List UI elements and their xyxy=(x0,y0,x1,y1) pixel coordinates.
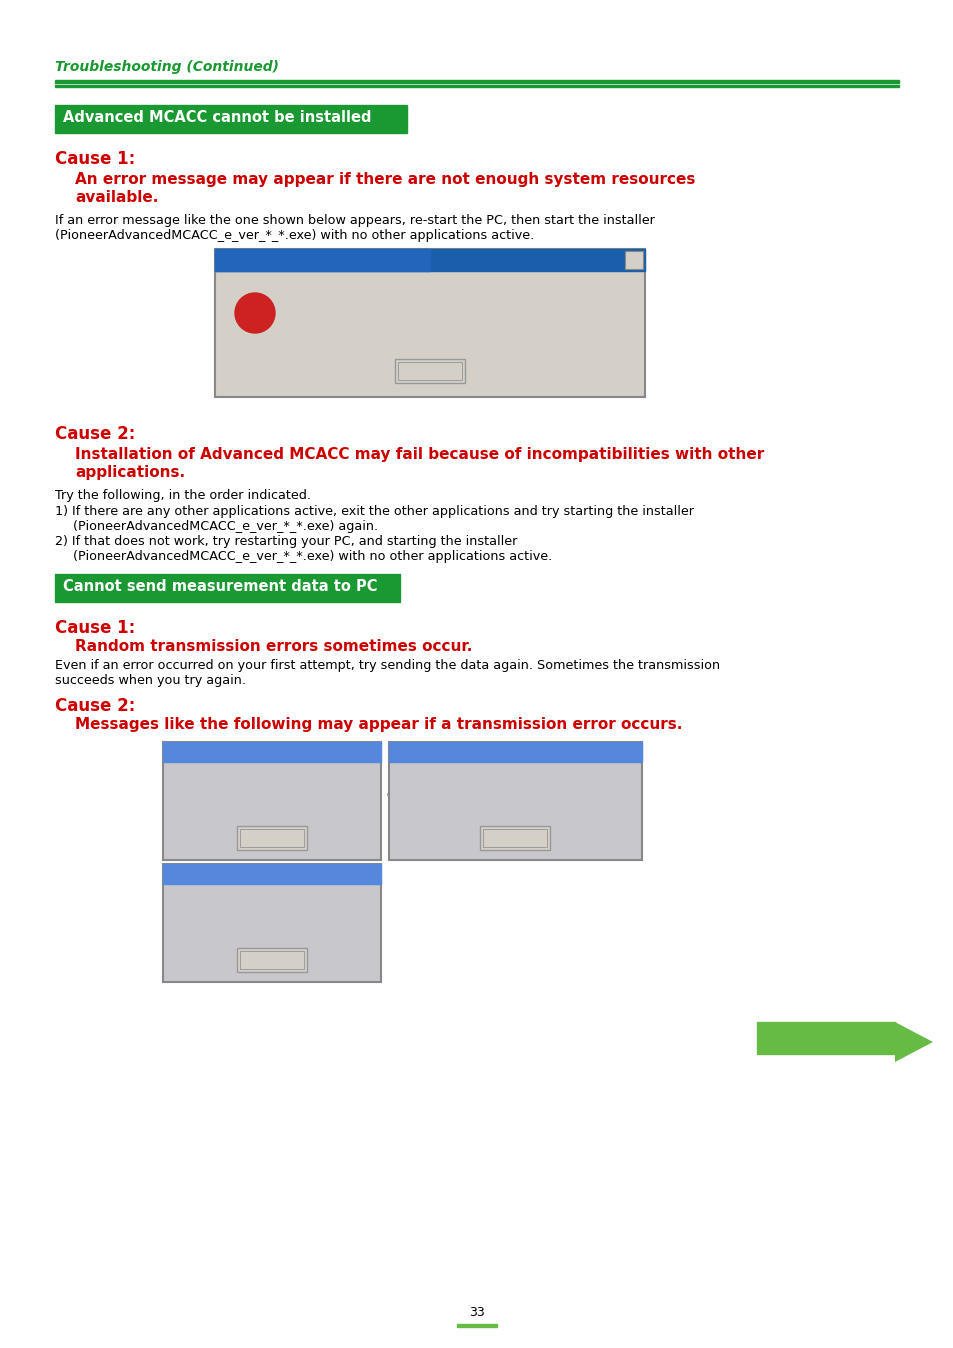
Text: succeeds when you try again.: succeeds when you try again. xyxy=(55,674,246,687)
Bar xyxy=(482,829,546,847)
Text: Send failed.: Send failed. xyxy=(236,911,307,925)
Text: Cannot send measurement data to PC: Cannot send measurement data to PC xyxy=(63,580,377,594)
Text: 2) If that does not work, try restarting your PC, and starting the installer: 2) If that does not work, try restarting… xyxy=(55,535,517,549)
Bar xyxy=(55,85,898,88)
Text: Advanced MCACC: Advanced MCACC xyxy=(220,252,324,266)
Bar xyxy=(240,829,304,847)
Bar xyxy=(163,864,380,884)
Bar xyxy=(395,359,464,383)
Bar xyxy=(456,1324,497,1326)
Bar xyxy=(214,249,430,271)
Text: Advanced MCACC: Advanced MCACC xyxy=(394,744,498,758)
Text: Advanced MCACC cannot be installed: Advanced MCACC cannot be installed xyxy=(63,111,371,125)
Text: Advanced MCACC: Advanced MCACC xyxy=(168,865,273,879)
Polygon shape xyxy=(894,1022,932,1062)
Text: If an error message like the one shown below appears, re-start the PC, then star: If an error message like the one shown b… xyxy=(55,214,654,226)
Bar xyxy=(55,105,407,133)
Text: Try the following, in the order indicated.: Try the following, in the order indicate… xyxy=(55,489,311,501)
Text: Cause 2:: Cause 2: xyxy=(55,425,135,443)
Bar xyxy=(214,249,644,271)
Text: Advanced MCACC: Advanced MCACC xyxy=(168,744,273,758)
Text: OK: OK xyxy=(263,832,281,844)
Text: Cause 2:: Cause 2: xyxy=(55,697,135,714)
Bar xyxy=(240,950,304,969)
Bar xyxy=(389,741,641,860)
Text: OK: OK xyxy=(263,953,281,967)
Bar xyxy=(757,1022,894,1054)
Text: OK: OK xyxy=(420,364,438,377)
Bar xyxy=(55,80,898,84)
Bar xyxy=(163,741,380,860)
Bar xyxy=(236,826,307,851)
Text: An error message may appear if there are not enough system resources: An error message may appear if there are… xyxy=(75,173,695,187)
Bar xyxy=(236,948,307,972)
Text: available.: available. xyxy=(75,190,158,205)
Bar xyxy=(163,741,380,762)
Bar xyxy=(624,251,642,270)
Bar xyxy=(163,864,380,981)
Text: Troubleshooting (Continued): Troubleshooting (Continued) xyxy=(55,61,278,74)
Bar xyxy=(479,826,550,851)
Bar xyxy=(389,741,641,762)
Text: Cause 1:: Cause 1: xyxy=(55,619,135,638)
Text: The InstallShield Engine (iKernel.exe) could not be installed.: The InstallShield Engine (iKernel.exe) c… xyxy=(287,299,641,311)
Text: (PioneerAdvancedMCACC_e_ver_*_*.exe) with no other applications active.: (PioneerAdvancedMCACC_e_ver_*_*.exe) wit… xyxy=(55,229,534,243)
Text: Time occurred.: Time occurred. xyxy=(228,790,315,802)
Text: Installation of Advanced MCACC may fail because of incompatibilities with other: Installation of Advanced MCACC may fail … xyxy=(75,448,763,462)
Text: applications.: applications. xyxy=(75,465,185,480)
Text: The system cannot read from the specified device.: The system cannot read from the specifie… xyxy=(287,315,587,328)
Text: Random transmission errors sometimes occur.: Random transmission errors sometimes occ… xyxy=(75,639,472,654)
Text: 33: 33 xyxy=(469,1306,484,1318)
Bar xyxy=(55,574,399,603)
Text: Continue: Continue xyxy=(766,1026,864,1045)
Text: (PioneerAdvancedMCACC_e_ver_*_*.exe) with no other applications active.: (PioneerAdvancedMCACC_e_ver_*_*.exe) wit… xyxy=(73,550,552,563)
Bar xyxy=(214,249,644,398)
Text: Even if an error occurred on your first attempt, try sending the data again. Som: Even if an error occurred on your first … xyxy=(55,659,720,673)
Text: Command error occurred. Please try again.: Command error occurred. Please try again… xyxy=(387,790,642,802)
Bar xyxy=(397,363,461,380)
Text: ✕: ✕ xyxy=(246,303,264,324)
Text: (PioneerAdvancedMCACC_e_ver_*_*.exe) again.: (PioneerAdvancedMCACC_e_ver_*_*.exe) aga… xyxy=(73,520,377,532)
Text: 1) If there are any other applications active, exit the other applications and t: 1) If there are any other applications a… xyxy=(55,506,693,518)
Text: OK: OK xyxy=(505,832,523,844)
Text: Cause 1:: Cause 1: xyxy=(55,150,135,168)
Text: ✕: ✕ xyxy=(629,252,638,262)
Circle shape xyxy=(234,293,274,333)
Text: Messages like the following may appear if a transmission error occurs.: Messages like the following may appear i… xyxy=(75,717,681,732)
